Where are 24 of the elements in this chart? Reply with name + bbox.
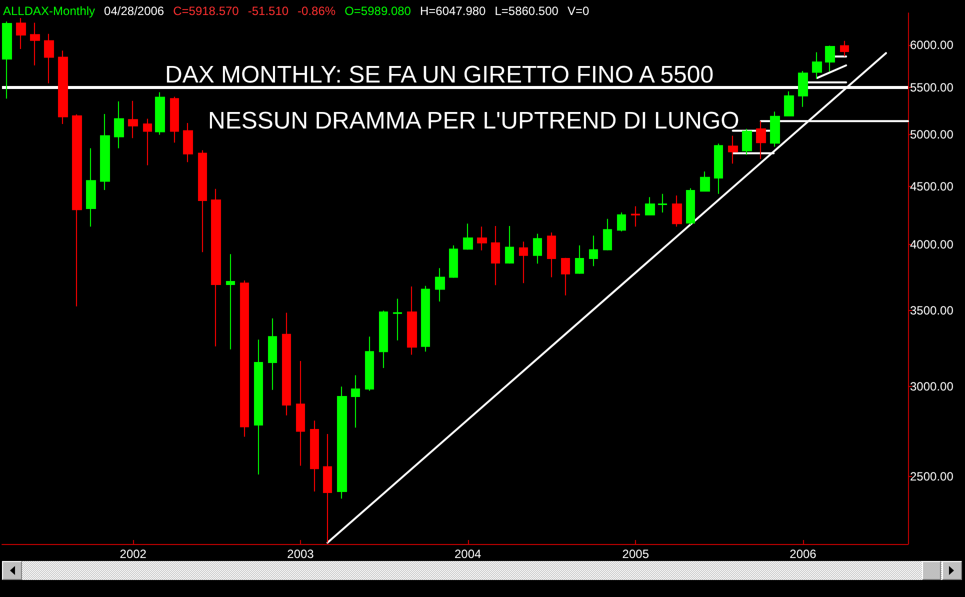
y-tick-label: 3500.00 <box>910 304 954 318</box>
y-tick-label: 4500.00 <box>910 180 954 194</box>
text: DAX MONTHLY: SE FA UN GIRETTO FINO A 5500 <box>165 62 714 88</box>
annotation: 04/28/2006 <box>104 4 164 18</box>
x-tick-label: 2003 <box>287 547 314 561</box>
y-tick-label: 5500.00 <box>910 80 954 95</box>
x-tick-label: 2004 <box>454 547 482 561</box>
annotation: ALLDAX-Monthly <box>3 4 96 18</box>
annotation: L=5860.500 <box>494 4 558 18</box>
y-tick-label: 6000.00 <box>910 38 954 52</box>
annotation: C=5918.570 <box>173 4 239 18</box>
annotation: H=6047.980 <box>420 4 486 18</box>
x-tick-label: 2002 <box>120 547 147 561</box>
annotation: O=5989.080 <box>344 4 411 18</box>
y-tick-label: 2500.00 <box>910 469 954 484</box>
y-tick-label: 3000.00 <box>910 380 954 394</box>
annotation: -0.86% <box>298 4 336 18</box>
y-tick-label: 4000.00 <box>910 238 954 252</box>
y-tick-label: 5000.00 <box>910 128 954 142</box>
x-tick-label: 2005 <box>622 547 650 561</box>
text: NESSUN DRAMMA PER L'UPTREND DI LUNGO <box>208 108 740 134</box>
x-tick-label: 2006 <box>790 547 817 561</box>
annotation: V=0 <box>567 4 590 18</box>
annotation: -51.510 <box>248 4 289 18</box>
